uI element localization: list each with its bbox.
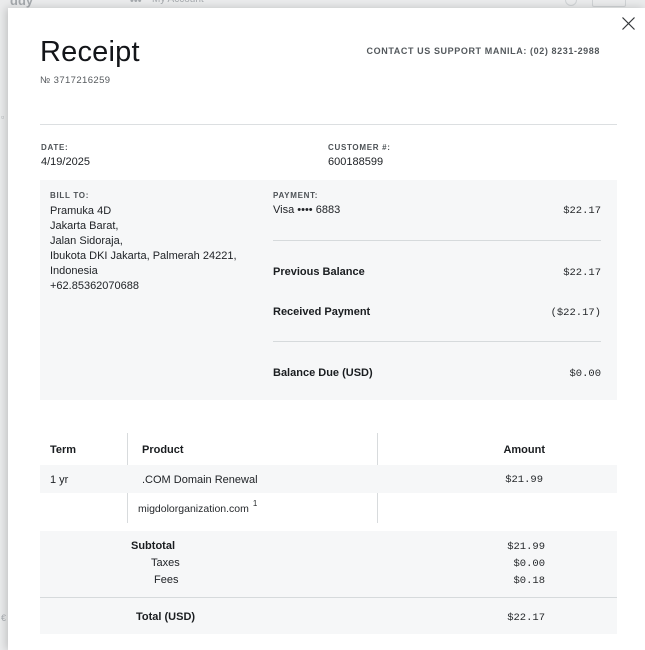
background-button-fragment [592,0,626,7]
fees-amount: $0.18 [513,575,545,587]
previous-balance-amount: $22.17 [563,267,601,279]
address-line: Jakarta Barat, [50,220,119,232]
background-my-account-fragment: My Account [152,0,204,5]
ellipsis-icon: ••• [130,0,142,7]
received-payment-amount: ($22.17) [550,307,601,319]
column-header-term: Term [50,444,77,456]
column-header-amount: Amount [503,444,545,456]
payment-divider [273,240,601,241]
help-icon [565,0,577,6]
total-label: Total (USD) [136,611,196,623]
subtotal-amount: $21.99 [507,541,545,553]
payment-label: PAYMENT: [273,191,319,200]
column-header-product: Product [142,444,184,456]
taxes-amount: $0.00 [513,558,545,570]
page-title: Receipt [40,36,140,68]
background-left-mark: ▫ [1,112,5,122]
summary-panel: Subtotal $21.99 Taxes $0.00 Fees $0.18 T… [40,531,617,634]
total-divider [40,597,617,598]
item-domain: migdolorganization.com 1 [138,499,257,515]
address-line: Indonesia [50,265,98,277]
billing-payment-panel: BILL TO: Pramuka 4D Jakarta Barat, Jalan… [40,180,617,400]
date-value: 4/19/2025 [41,156,90,168]
payment-amount: $22.17 [563,205,601,217]
bill-to-label: BILL TO: [50,191,90,200]
close-button[interactable] [614,10,642,36]
item-amount: $21.99 [505,474,543,486]
background-currency-mark: € [1,613,7,623]
customer-number-value: 600188599 [328,156,384,168]
previous-balance-label: Previous Balance [273,266,365,278]
support-contact: CONTACT US SUPPORT MANILA: (02) 8231-298… [366,46,600,56]
balance-due-amount: $0.00 [569,368,601,380]
background-logo-fragment: ddy [10,0,34,8]
receipt-modal: Receipt CONTACT US SUPPORT MANILA: (02) … [8,8,645,650]
background-page-left: ▫ € [0,0,8,650]
receipt-number: № 3717216259 [40,75,111,86]
address-line: Ibukota DKI Jakarta, Palmerah 24221, [50,250,237,262]
payment-divider [273,341,601,342]
address-line: Jalan Sidoraja, [50,235,123,247]
domain-footnote-marker: 1 [252,499,258,508]
items-table: Term Product Amount 1 yr .COM Domain Ren… [40,433,617,523]
billing-address: Pramuka 4D Jakarta Barat, Jalan Sidoraja… [50,204,237,294]
balance-due-label: Balance Due (USD) [273,367,373,379]
payment-method: Visa •••• 6883 [273,204,341,216]
total-amount: $22.17 [507,612,545,624]
header-divider [40,124,617,125]
item-term: 1 yr [50,474,69,486]
received-payment-label: Received Payment [273,306,371,318]
item-product: .COM Domain Renewal [142,474,258,486]
domain-name: migdolorganization.com [138,503,249,515]
fees-label: Fees [154,574,179,586]
address-line: Pramuka 4D [50,205,112,217]
background-page-top: ddy ••• My Account [0,0,645,8]
address-line: +62.85362070688 [50,280,140,292]
taxes-label: Taxes [151,557,180,569]
close-icon [621,16,635,30]
customer-number-label: CUSTOMER #: [328,143,391,152]
table-row [40,465,617,493]
subtotal-label: Subtotal [131,540,175,552]
date-label: DATE: [41,143,69,152]
